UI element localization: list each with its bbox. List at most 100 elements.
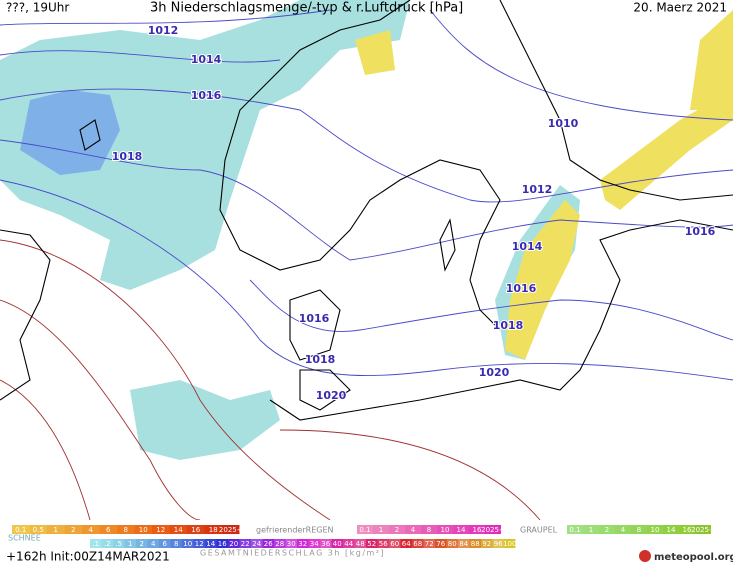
legend-swatch [437, 525, 453, 534]
legend-step: 4 [411, 526, 416, 534]
legend-swatch [136, 539, 148, 548]
legend-step: 12 [156, 526, 165, 534]
legend-step: 24 [252, 540, 261, 548]
legend-step: 8 [637, 526, 641, 534]
legend-swatch [124, 539, 136, 548]
legend-swatch [435, 539, 447, 548]
legend-swatch [631, 525, 647, 534]
legend-step: 16 [683, 526, 692, 534]
legend-step: 36 [321, 540, 330, 548]
legend-step: .1 [92, 540, 99, 548]
legend-title: GESAMTNIEDERSCHLAG 3h [kg/m²] [200, 549, 385, 558]
legend-swatch [343, 539, 355, 548]
legend-swatch [679, 525, 695, 534]
legend-step: 2 [605, 526, 609, 534]
isobar-label: 1020 [316, 389, 347, 402]
legend-step: 14 [174, 526, 183, 534]
legend-swatch [228, 539, 240, 548]
legend-step: 2025+ [481, 526, 505, 534]
legend-step: 0.1 [15, 526, 26, 534]
legend-swatch [187, 525, 205, 534]
legend-step: 68 [413, 540, 422, 548]
legend-step: 48 [356, 540, 365, 548]
legend-swatch [663, 525, 679, 534]
legend-step: 1 [54, 526, 58, 534]
time-label: ???, 19Uhr [6, 1, 69, 15]
legend-swatch [308, 539, 320, 548]
legend-step: 16 [473, 526, 482, 534]
legend-swatch [64, 525, 82, 534]
isobar-label: 1016 [191, 89, 222, 102]
legend-step: 76 [436, 540, 445, 548]
legend-step: .5 [115, 540, 122, 548]
legend-swatch [373, 525, 389, 534]
isobar-label: 1020 [479, 366, 510, 379]
legend-swatch [492, 539, 504, 548]
legend-swatch [481, 539, 493, 548]
legend-step: 10 [441, 526, 450, 534]
isobar-label: 1016 [299, 312, 330, 325]
legend-step: 14 [667, 526, 676, 534]
legend-step: 40 [333, 540, 342, 548]
legend-step: 2025+ [691, 526, 715, 534]
map-title: 3h Niederschlagsmenge/-typ & r.Luftdruck… [150, 1, 463, 16]
legend-step: 52 [367, 540, 376, 548]
legend-swatch [469, 525, 485, 534]
isobar-label: 1016 [685, 225, 716, 238]
legend-step: 2 [71, 526, 75, 534]
legend-step: 16 [191, 526, 200, 534]
legend-swatch [357, 525, 373, 534]
legend-step: .2 [104, 540, 111, 548]
isobar-label: 1018 [305, 353, 336, 366]
legend-step: 32 [298, 540, 307, 548]
legend-swatch [274, 539, 286, 548]
legend-step: 84 [459, 540, 468, 548]
legend-swatch [366, 539, 378, 548]
legend-swatch [47, 525, 65, 534]
legend-step: 0.5 [33, 526, 44, 534]
legend-swatch [113, 539, 125, 548]
legend-swatch [99, 525, 117, 534]
legend-swatch [485, 525, 501, 534]
legend-step: 88 [471, 540, 480, 548]
isobar-label: 1018 [112, 150, 143, 163]
legend-swatch [147, 539, 159, 548]
legend-swatch [12, 525, 30, 534]
legend-title: gefrierenderREGEN [256, 526, 334, 535]
isobars [0, 9, 733, 521]
legend-step: 14 [457, 526, 466, 534]
legend-step: 4 [621, 526, 626, 534]
legend-step: 12 [195, 540, 204, 548]
legend-step: 8 [124, 526, 128, 534]
legend-swatch [400, 539, 412, 548]
legend-swatch [599, 525, 615, 534]
legend: 0.1 0.5 1 2 4 6 8 10 12 14 16 18 2025+ gefrierenderRE… [8, 525, 715, 558]
legend-step: 96 [494, 540, 503, 548]
legend-swatch [285, 539, 297, 548]
legend-step: 18 [209, 526, 218, 534]
legend-swatch [695, 525, 711, 534]
legend-step: 20 [229, 540, 238, 548]
legend-step: 2025+ [219, 526, 243, 534]
isobar-label: 1014 [191, 53, 222, 66]
legend-swatch [239, 539, 251, 548]
isobar-label: 1012 [148, 24, 179, 37]
legend-step: 2 [395, 526, 399, 534]
legend-swatch [469, 539, 481, 548]
legend-swatch [331, 539, 343, 548]
legend-swatch [583, 525, 599, 534]
legend-swatch [29, 525, 47, 534]
legend-step: 56 [379, 540, 388, 548]
legend-step: 92 [482, 540, 491, 548]
legend-swatch [170, 539, 182, 548]
legend-swatch [567, 525, 583, 534]
coastlines [0, 0, 733, 421]
legend-step: 8 [174, 540, 178, 548]
legend-swatch [453, 525, 469, 534]
legend-step: 10 [651, 526, 660, 534]
legend-step: 30 [287, 540, 296, 548]
isobar-labels: 1012 1014 1016 1018 1010 1012 1014 1016 1018 1020… [111, 23, 717, 403]
legend-step: 44 [344, 540, 353, 548]
legend-swatch [134, 525, 152, 534]
